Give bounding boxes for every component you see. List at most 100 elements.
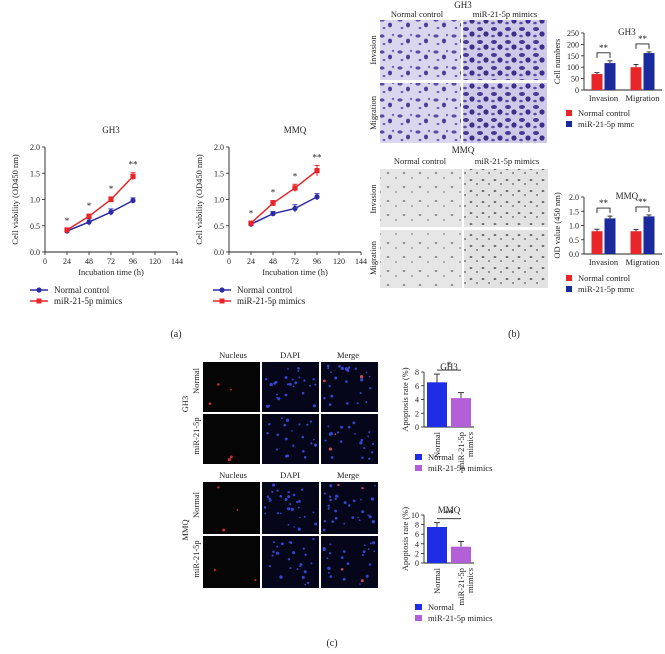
legend-a-left-mimic: miR-21-5p mimics bbox=[54, 296, 123, 306]
c-mmq-bar bbox=[451, 546, 471, 563]
legend-a-left-normal: Normal control bbox=[54, 285, 110, 295]
fluorescent-cell bbox=[346, 368, 350, 373]
c-gh3-ytick-label: 8 bbox=[415, 368, 419, 377]
c-mmq-row-normal: Normal bbox=[191, 491, 201, 518]
fluorescent-cell bbox=[281, 417, 283, 420]
fluorescent-cell bbox=[275, 448, 278, 451]
fluorescent-cell bbox=[297, 367, 300, 370]
fluorescent-cell bbox=[371, 442, 375, 445]
fluorescent-cell bbox=[217, 383, 220, 386]
fluorescent-cell bbox=[254, 579, 257, 582]
fluorescent-cell bbox=[323, 379, 326, 383]
fluorescent-cell bbox=[293, 526, 295, 528]
fluorescent-cell bbox=[329, 575, 333, 578]
fluorescent-cell bbox=[297, 506, 300, 509]
fluorescent-cell bbox=[314, 445, 317, 447]
b-gh3-ytick-label: 150 bbox=[567, 52, 579, 61]
b-gh3-col-normal: Normal control bbox=[391, 9, 444, 19]
a-mmq-xtick-label: 24 bbox=[247, 257, 255, 266]
a-gh3-point bbox=[64, 227, 70, 233]
a-gh3-xtick-label: 120 bbox=[149, 257, 161, 266]
fluorescent-cell bbox=[323, 492, 326, 495]
c-mmq-col-merge: Merge bbox=[337, 470, 359, 480]
b-mmq-sig-bracket bbox=[596, 207, 611, 214]
fluorescent-cell bbox=[342, 577, 346, 581]
a-mmq-ytick-label: 0.0 bbox=[214, 248, 224, 257]
fluorescent-cell bbox=[323, 397, 326, 400]
fluor-mmq-mimic-nucleus bbox=[203, 536, 260, 588]
b-mmq-bar bbox=[630, 231, 642, 254]
b-gh3-col-mimic: miR-21-5p mimics bbox=[473, 9, 537, 19]
b-mmq-row-invasion: Invasion bbox=[368, 184, 378, 214]
c-mmq-ytick-label: 6 bbox=[415, 530, 419, 539]
micrograph-mmq-invasion-mimic bbox=[464, 169, 548, 227]
fluorescent-cell bbox=[360, 579, 364, 583]
a-gh3-xtick-label: 72 bbox=[107, 257, 115, 266]
fluorescent-cell bbox=[340, 425, 344, 429]
legend-c-top-normal: Normal bbox=[428, 452, 455, 462]
c-mmq-side-label: MMQ bbox=[180, 519, 190, 540]
fluorescent-cell bbox=[313, 438, 315, 441]
fluorescent-cell bbox=[329, 543, 332, 546]
a-gh3-xtick-label: 96 bbox=[129, 257, 137, 266]
fluorescent-cell bbox=[334, 433, 337, 436]
fluorescent-cell bbox=[328, 552, 332, 555]
b-gh3-row-invasion: Invasion bbox=[368, 35, 378, 65]
b-gh3-ytick-label: 0 bbox=[575, 86, 579, 95]
fluorescent-cell bbox=[291, 430, 293, 432]
fluorescent-cell bbox=[271, 554, 274, 557]
a-mmq-ytick-label: 1.5 bbox=[214, 169, 224, 178]
a-mmq-series-line-1 bbox=[250, 170, 318, 224]
b-gh3-title: GH3 bbox=[618, 27, 636, 37]
fluorescent-cell bbox=[273, 541, 275, 544]
fluorescent-cell bbox=[287, 495, 291, 499]
b-gh3-ytick-label: 50 bbox=[571, 75, 579, 84]
fluorescent-cell bbox=[303, 515, 306, 518]
fluorescent-cell bbox=[362, 550, 366, 554]
fluorescent-cell bbox=[287, 523, 290, 526]
a-gh3-xtick-label: 144 bbox=[171, 257, 183, 266]
c-mmq-ytick-label: 8 bbox=[415, 521, 419, 530]
fluorescent-cell bbox=[268, 565, 271, 568]
fluorescent-cell bbox=[268, 422, 271, 426]
fluorescent-cell bbox=[227, 458, 231, 462]
a-gh3-ytick-label: 1.5 bbox=[30, 169, 40, 178]
fluorescent-cell bbox=[276, 433, 280, 436]
fluorescent-cell bbox=[288, 541, 291, 544]
fluorescent-cell bbox=[279, 494, 283, 498]
fluorescent-cell bbox=[268, 500, 271, 503]
fluorescent-cell bbox=[357, 516, 359, 519]
b-gh3-ylabel: Cell numbers bbox=[552, 39, 562, 85]
fluorescent-cell bbox=[331, 520, 335, 523]
a-mmq-ytick-label: 2.0 bbox=[214, 143, 224, 152]
fluorescent-cell bbox=[284, 393, 288, 397]
a-gh3-xtick-label: 24 bbox=[63, 257, 71, 266]
fluorescent-cell bbox=[330, 394, 334, 398]
fluorescent-cell bbox=[373, 550, 376, 553]
a-mmq-point bbox=[314, 194, 320, 200]
c-gh3-ytick-label: 2 bbox=[415, 409, 419, 418]
fluorescent-cell bbox=[314, 522, 318, 526]
a-mmq-point bbox=[248, 220, 254, 226]
a-mmq-ytick-label: 1.0 bbox=[214, 196, 224, 205]
fluorescent-cell bbox=[265, 378, 268, 381]
a-gh3-xtick-label: 48 bbox=[85, 257, 93, 266]
c-gh3-row-mimic: miR-21-5p bbox=[191, 417, 201, 454]
fluorescent-cell bbox=[368, 515, 372, 519]
fluorescent-cell bbox=[327, 425, 330, 428]
fluorescent-cell bbox=[374, 484, 376, 487]
legend-b-bottom-mimic: miR-21-5p mmc bbox=[578, 284, 635, 294]
fluorescent-cell bbox=[217, 486, 220, 489]
fluorescent-cell bbox=[299, 563, 303, 567]
fluorescent-cell bbox=[277, 397, 281, 401]
panel-a-label: (a) bbox=[170, 329, 181, 340]
fluorescent-cell bbox=[323, 520, 327, 523]
fluorescent-cell bbox=[363, 447, 366, 450]
fluorescent-cell bbox=[284, 437, 288, 441]
fluorescent-cell bbox=[327, 566, 331, 570]
fluorescent-cell bbox=[367, 548, 370, 550]
fluorescent-cell bbox=[368, 457, 371, 460]
c-gh3-ytick-label: 6 bbox=[415, 382, 419, 391]
c-gh3-category-label: mimics bbox=[465, 432, 475, 457]
